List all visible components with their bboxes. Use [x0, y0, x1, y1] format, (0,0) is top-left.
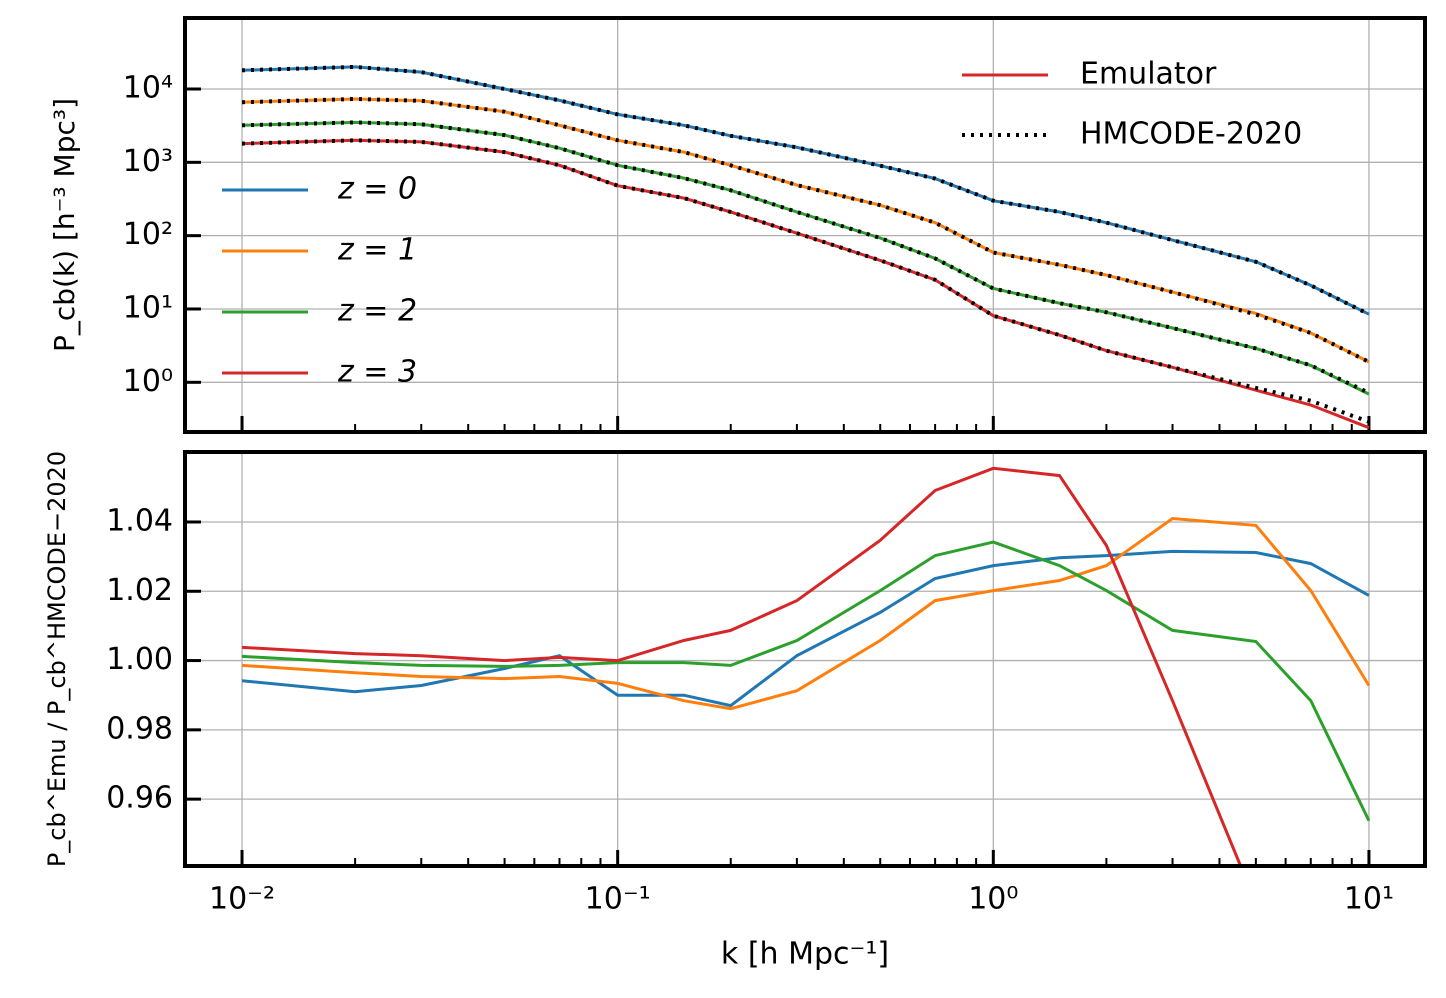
- series-line: [241, 549, 1370, 708]
- x-axis-label: k [h Mpc⁻¹]: [721, 937, 889, 972]
- y-tick-label: 0.96: [106, 781, 173, 816]
- y-axis-label: P_cb^Emu / P_cb^HMCODE−2020: [43, 451, 71, 867]
- legend-label: z = 0: [337, 172, 417, 207]
- y-tick-label: 10⁰: [123, 364, 173, 399]
- plot-area: [241, 64, 1370, 430]
- legend-label: HMCODE-2020: [1080, 117, 1302, 152]
- x-tick-label: 10¹: [1344, 882, 1394, 917]
- y-tick-label: 10⁴: [123, 71, 173, 106]
- y-tick-label: 10³: [123, 144, 173, 179]
- series-line: [241, 97, 1370, 364]
- axes-frame: [183, 16, 1427, 434]
- y-tick-label: 10¹: [123, 290, 173, 325]
- series-line: [241, 466, 1243, 866]
- x-tick-label: 10⁰: [968, 882, 1018, 917]
- legend-label: z = 1: [337, 233, 417, 268]
- series-line: [241, 516, 1371, 711]
- reference-line: [241, 138, 1370, 424]
- legend-label: z = 3: [337, 355, 417, 390]
- legend-label: z = 2: [337, 294, 417, 329]
- y-tick-label: 1.02: [106, 573, 173, 608]
- axes-frame: [183, 450, 1427, 868]
- x-tick-label: 10⁻²: [209, 882, 275, 917]
- y-tick-label: 10²: [123, 217, 173, 252]
- series-line: [241, 120, 1370, 396]
- y-tick-label: 1.00: [106, 642, 173, 677]
- y-tick-label: 0.98: [106, 711, 173, 746]
- legend-label: Emulator: [1080, 57, 1217, 92]
- x-tick-label: 10⁻¹: [585, 882, 651, 917]
- y-axis-label: P_cb(k) [h⁻³ Mpc³]: [48, 98, 81, 352]
- series-line: [241, 540, 1371, 822]
- plot-area: [241, 466, 1371, 866]
- y-tick-label: 1.04: [106, 503, 173, 538]
- reference-line: [241, 64, 1370, 316]
